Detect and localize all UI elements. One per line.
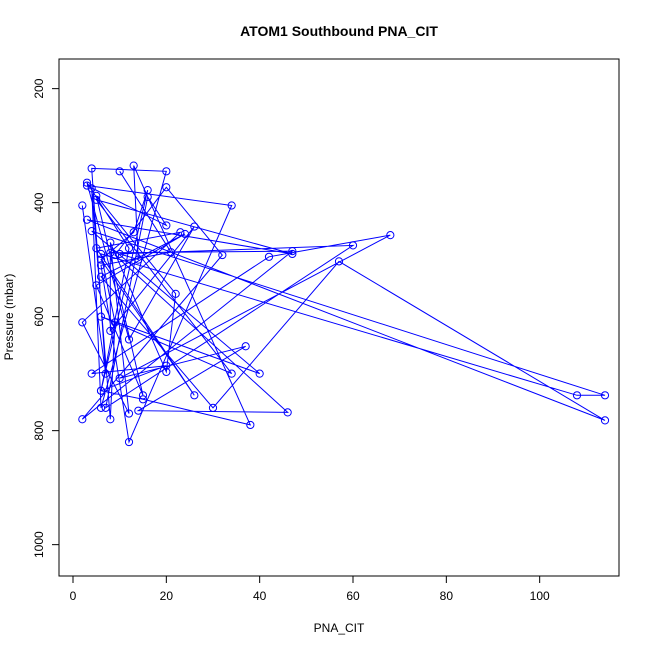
data-point — [78, 201, 87, 210]
y-axis: 200 400 600 800 1000 — [32, 78, 60, 558]
series-line — [81, 165, 606, 444]
data-point — [162, 367, 171, 377]
data-point — [386, 231, 395, 240]
data-point — [241, 342, 250, 351]
data-point — [143, 192, 152, 202]
data-point — [124, 437, 134, 447]
data-point — [96, 249, 106, 259]
data-point — [124, 244, 134, 253]
x-tick-label: 80 — [440, 589, 454, 603]
data-point — [87, 369, 96, 378]
data-point — [82, 181, 92, 190]
data-point — [87, 227, 96, 236]
x-tick-label: 20 — [160, 589, 174, 603]
data-point — [87, 164, 96, 173]
data-point — [124, 409, 134, 418]
data-point — [106, 238, 115, 247]
data-point — [348, 241, 358, 250]
x-tick-label: 60 — [346, 589, 360, 603]
data-point — [162, 361, 171, 370]
data-point — [92, 195, 101, 204]
data-point — [138, 391, 148, 400]
data-point — [190, 391, 199, 400]
data-point — [218, 250, 227, 260]
x-tick-label: 40 — [253, 589, 267, 603]
data-point — [190, 222, 199, 231]
data-point — [82, 215, 92, 224]
data-point — [96, 312, 106, 321]
data-point — [334, 257, 344, 266]
data-point — [166, 248, 176, 257]
data-point — [92, 281, 101, 290]
data-point — [283, 408, 292, 417]
data-point — [600, 416, 610, 425]
data-point — [162, 167, 171, 176]
data-point — [162, 183, 171, 192]
data-point — [78, 415, 87, 424]
y-tick-label: 400 — [32, 192, 46, 212]
data-point — [92, 191, 101, 200]
y-tick-label: 600 — [32, 306, 46, 326]
data-point — [180, 229, 190, 239]
data-point — [106, 248, 115, 257]
chart-title: ATOM1 Southbound PNA_CIT — [240, 23, 438, 39]
data-point — [110, 318, 120, 327]
data-point — [129, 228, 138, 237]
y-tick-label: 800 — [32, 420, 46, 440]
data-point — [138, 395, 148, 404]
data-point — [96, 261, 106, 270]
data-point — [96, 255, 106, 264]
y-tick-label: 200 — [32, 78, 46, 98]
data-point — [176, 228, 185, 237]
data-point — [92, 244, 101, 253]
data-point — [227, 369, 236, 378]
data-point — [115, 167, 124, 176]
x-tick-label: 0 — [70, 589, 77, 603]
data-point — [129, 161, 138, 170]
data-point — [134, 406, 143, 415]
data-point — [110, 250, 120, 260]
data-point — [600, 391, 610, 400]
data-point — [171, 289, 180, 298]
data-point — [87, 184, 96, 193]
data-point — [208, 403, 218, 412]
x-tick-label: 100 — [530, 589, 550, 603]
data-point — [101, 369, 110, 378]
data-point — [106, 415, 115, 424]
data-point — [288, 249, 297, 259]
y-axis-label: Pressure (mbar) — [2, 274, 16, 361]
data-point — [106, 326, 115, 335]
data-point — [124, 335, 134, 344]
data-point — [288, 246, 297, 256]
data-point — [82, 178, 92, 187]
data-point — [96, 272, 106, 281]
plot-area — [78, 161, 610, 447]
data-point — [115, 249, 124, 259]
data-point — [101, 403, 110, 412]
data-point — [134, 255, 143, 264]
data-point — [572, 391, 582, 400]
data-point — [162, 221, 171, 230]
data-point — [96, 386, 106, 395]
data-point — [264, 252, 274, 261]
x-axis-label: PNA_CIT — [314, 621, 365, 635]
data-point — [96, 403, 106, 412]
data-point — [78, 318, 87, 327]
data-point — [246, 420, 255, 430]
plot-frame — [58, 58, 620, 577]
x-axis: 0 20 40 60 80 100 — [70, 575, 550, 603]
data-point — [227, 201, 236, 210]
data-point — [255, 369, 264, 378]
y-tick-label: 1000 — [32, 531, 46, 558]
data-point — [115, 374, 124, 383]
